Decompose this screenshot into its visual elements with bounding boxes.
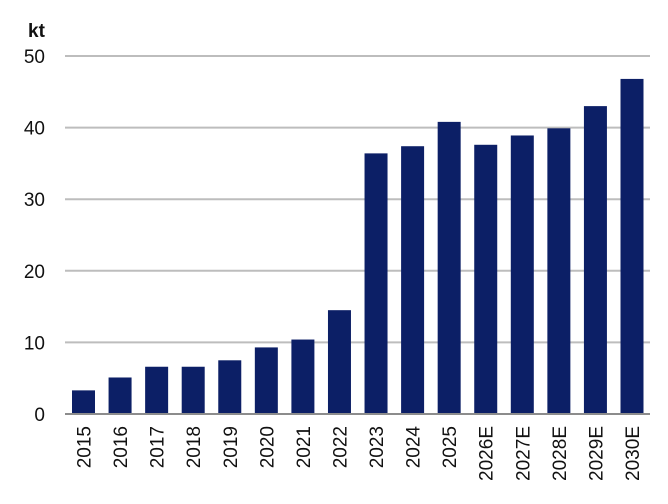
x-tick-label: 2023 <box>367 426 388 468</box>
bar-2029E <box>583 106 607 415</box>
y-tick-label: 20 <box>24 262 45 283</box>
y-tick-label: 40 <box>24 119 45 140</box>
x-tick-label: 2022 <box>330 426 351 468</box>
y-tick-label: 30 <box>24 190 45 211</box>
x-tick-label: 2030E <box>623 426 644 481</box>
bar-2024 <box>401 146 425 414</box>
bar-2016 <box>108 377 132 414</box>
bar-2026E <box>474 144 498 414</box>
y-tick-label: 50 <box>24 47 45 68</box>
x-tick-label: 2025 <box>440 426 461 468</box>
x-tick-label: 2027E <box>513 426 534 481</box>
y-tick-label: 10 <box>24 333 45 354</box>
bar-2017 <box>145 366 169 414</box>
bar-2020 <box>254 347 278 414</box>
y-tick-label: 0 <box>34 405 45 426</box>
x-tick-label: 2019 <box>221 426 242 468</box>
x-tick-label: 2026E <box>477 426 498 481</box>
x-tick-label: 2020 <box>257 426 278 468</box>
x-tick-label: 2016 <box>111 426 132 468</box>
bar-2028E <box>547 128 571 415</box>
x-axis-ticks: 2015 2016 2017 2018 2019 2020 2021 2022 2023 2024… <box>75 426 645 481</box>
x-tick-label: 2021 <box>294 426 315 468</box>
x-tick-label: 2024 <box>404 426 425 469</box>
x-tick-label: 2028E <box>550 426 571 481</box>
y-axis-ticks: 0 10 20 30 40 50 <box>24 47 45 426</box>
bar-2030E <box>620 78 644 415</box>
x-tick-label: 2017 <box>148 426 169 468</box>
bar-2018 <box>181 366 205 414</box>
x-tick-label: 2018 <box>184 426 205 468</box>
bar-2025 <box>437 121 461 414</box>
bar-2023 <box>364 153 388 414</box>
bar-2022 <box>327 310 351 414</box>
y-axis-unit-label: kt <box>28 21 46 42</box>
x-tick-label: 2029E <box>586 426 607 481</box>
bar-2019 <box>218 360 242 414</box>
bar-2015 <box>72 390 95 414</box>
x-tick-label: 2015 <box>75 426 96 468</box>
bar-2021 <box>291 339 315 414</box>
bars <box>72 78 644 415</box>
bar-2027E <box>510 135 534 414</box>
